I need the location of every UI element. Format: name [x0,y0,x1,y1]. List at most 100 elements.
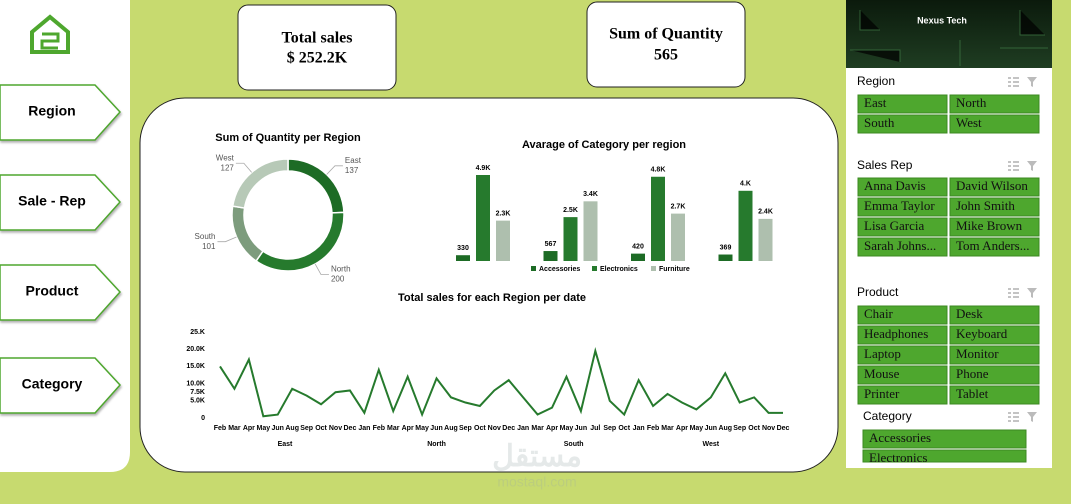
slicer-item[interactable] [862,449,1027,463]
slicer-item-label: North [956,95,987,110]
x-tick-label: May [560,425,574,432]
bar [456,255,470,261]
y-tick-label: 10.0K [186,380,205,387]
slicer-item[interactable] [949,114,1040,134]
nav-button[interactable] [0,174,122,231]
leader-line [217,236,237,243]
slicer-title: Category [863,409,912,423]
bar [671,213,685,261]
y-tick-label: 25.K [190,329,205,336]
slicer-item-label: Electronics [869,450,927,465]
donut-category-label: East [345,156,362,165]
bar [651,176,665,261]
slicer-item-label: Chair [864,306,894,321]
clear-filter-icon[interactable] [1027,412,1037,422]
nav-label: Product [26,283,79,299]
slicer-item[interactable] [857,365,948,385]
x-tick-label: Mar [661,425,674,432]
slicer-item[interactable] [949,177,1040,197]
x-tick-label: Jun [705,425,717,432]
bar-value-label: 2.3K [496,210,511,217]
bar-value-label: 4.9K [476,165,491,172]
slicer-item-label: Tom Anders... [956,238,1029,253]
kpi-card [237,4,397,91]
clear-filter-icon[interactable] [1027,161,1037,171]
slicer-item[interactable] [857,114,948,134]
bar [476,175,490,261]
x-tick-label: Sep [300,425,313,432]
x-tick-label: Feb [647,425,659,432]
x-tick-label: Feb [373,425,385,432]
slicer-item[interactable] [857,345,948,365]
bar [738,190,753,261]
slicer-item-label: Desk [956,306,983,321]
slicer-item[interactable] [857,237,948,257]
legend-label: Electronics [600,266,638,273]
bar [543,251,558,261]
x-tick-label: Apr [546,425,558,432]
x-group-label: East [278,441,293,448]
slicer-item-label: Anna Davis [864,178,926,193]
slicer-item[interactable] [949,237,1040,257]
slicer-item-label: Mouse [864,366,900,381]
x-tick-label: Jul [590,425,600,432]
slicer-item[interactable] [949,94,1040,114]
slicer-item[interactable] [949,197,1040,217]
x-tick-label: Jun [430,425,442,432]
donut-slice [231,158,289,209]
slicer-item[interactable] [857,94,948,114]
slicer-item[interactable] [949,365,1040,385]
donut-value-label: 127 [221,163,235,172]
slicer-item[interactable] [949,325,1040,345]
slicer-item-label: East [864,95,887,110]
clear-filter-icon[interactable] [1027,77,1037,87]
multi-select-icon[interactable] [1008,77,1019,87]
bar [496,220,510,261]
x-tick-label: Sep [603,425,616,432]
legend-swatch [592,266,597,271]
x-group-label: South [564,441,584,448]
slicer-item[interactable] [857,305,948,325]
circuit-pattern [850,10,1048,66]
nav-label: Region [28,103,75,119]
multi-select-icon[interactable] [1008,412,1019,422]
y-tick-label: 5.0K [190,398,205,405]
slicer-item[interactable] [949,217,1040,237]
slicer-item-label: West [956,115,982,130]
slicer-item-label: Headphones [864,326,928,341]
x-tick-label: Jun [575,425,587,432]
bar-value-label: 420 [632,243,644,250]
multi-select-icon[interactable] [1008,288,1019,298]
slicer-item-label: Keyboard [956,326,1008,341]
slicer-item[interactable] [949,305,1040,325]
slicer-item-label: Mike Brown [956,218,1023,233]
x-tick-label: Nov [329,425,342,432]
nav-button[interactable] [0,84,122,141]
slicer-item-label: David Wilson [956,178,1028,193]
slicer-item[interactable] [949,345,1040,365]
slicer-item[interactable] [857,385,948,405]
x-tick-label: Oct [474,425,486,432]
x-tick-label: Sep [733,425,746,432]
slicer-item[interactable] [949,385,1040,405]
nav-button[interactable] [0,357,122,414]
slicer-item[interactable] [857,217,948,237]
slicer-item-label: South [864,115,895,130]
slicer-item[interactable] [857,325,948,345]
slicer-item[interactable] [862,429,1027,449]
logo [30,14,70,54]
clear-filter-icon[interactable] [1027,288,1037,298]
slicer-title: Region [857,74,895,88]
x-tick-label: Mar [387,425,400,432]
legend-swatch [531,266,536,271]
slicer-item-label: Accessories [869,430,931,445]
x-tick-label: Apr [402,425,414,432]
nav-button[interactable] [0,264,122,321]
multi-select-icon[interactable] [1008,161,1019,171]
slicer-item[interactable] [857,177,948,197]
slicer-item[interactable] [857,197,948,217]
x-tick-label: Apr [243,425,255,432]
donut-value-label: 137 [345,166,359,175]
bar [631,253,645,261]
bar-value-label: 369 [720,244,732,251]
